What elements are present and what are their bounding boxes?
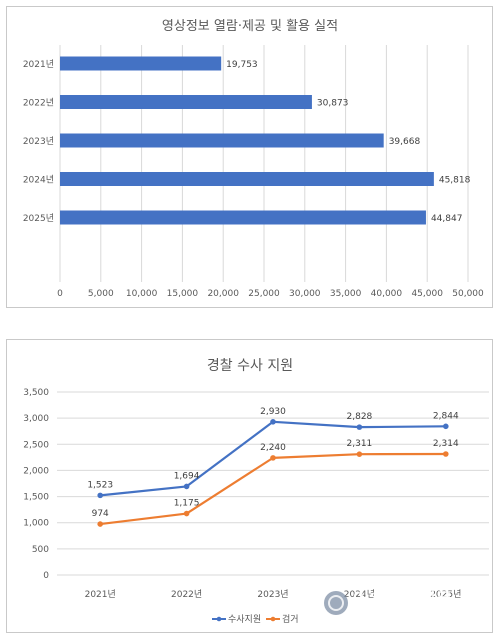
line-chart-title: 경찰 수사 지원 (207, 358, 293, 374)
point-value-label: 2,240 (260, 443, 286, 453)
point-value-label: 2,930 (260, 407, 286, 417)
point-value-label: 2,311 (347, 439, 373, 449)
watermark-subtext: Incheon Metropolitan Newspaper (353, 613, 470, 621)
point-value-label: 2,314 (433, 439, 459, 449)
x-tick-label: 5,000 (88, 289, 114, 299)
line-chart-panel: 경찰 수사 지원 0 500 1,000 1,500 2,000 2,500 3,000 3,… (6, 339, 493, 633)
y-category-label: 2021년 (23, 59, 54, 70)
x-tick-label: 30,000 (289, 289, 321, 299)
y-category-label: 2022년 (23, 98, 54, 109)
y-tick-label: 500 (32, 545, 49, 555)
series-point (97, 492, 103, 499)
y-tick-label: 3,000 (23, 414, 49, 424)
point-value-label: 2,844 (433, 411, 459, 421)
point-value-label: 2,828 (347, 412, 373, 422)
y-tick-label: 0 (43, 571, 49, 581)
point-value-label: 974 (92, 509, 109, 519)
series-point (356, 424, 363, 430)
legend-marker (216, 616, 222, 622)
watermark-text: 인천광역신문 (353, 590, 452, 611)
line-chart: 경찰 수사 지원 0 500 1,000 1,500 2,000 2,500 3,000 3,… (23, 358, 489, 625)
bar (60, 133, 384, 148)
x-category-label: 2025년 (430, 589, 461, 600)
legend-label: 수사지원 (228, 614, 261, 625)
series-point (183, 510, 190, 517)
series-point (270, 419, 276, 425)
series-point (443, 423, 449, 430)
bar-chart-title: 영상정보 열람·제공 및 활용 실적 (162, 19, 338, 34)
x-category-label: 2024년 (344, 589, 375, 600)
y-category-label: 2023년 (23, 136, 54, 147)
series-point (97, 521, 103, 527)
point-value-label: 1,694 (174, 471, 200, 481)
bar-chart-panel: 영상정보 열람·제공 및 활용 실적 0 5,000 10,000 15,000 20,… (6, 6, 493, 308)
y-tick-label: 2,500 (23, 440, 49, 450)
line-chart-legend: 수사지원 검거 (212, 613, 299, 625)
y-tick-label: 1,000 (23, 519, 49, 529)
bar-value-label: 19,753 (226, 60, 258, 70)
legend-marker (270, 616, 276, 622)
series-point (183, 483, 190, 490)
point-value-label: 1,175 (174, 499, 200, 509)
x-tick-label: 40,000 (371, 289, 403, 299)
x-category-label: 2021년 (85, 589, 116, 600)
x-tick-label: 15,000 (167, 289, 199, 299)
bar (60, 95, 312, 109)
x-tick-label: 0 (57, 289, 63, 299)
x-tick-label: 35,000 (330, 289, 362, 299)
x-category-label: 2023년 (257, 589, 288, 600)
x-tick-label: 10,000 (126, 289, 158, 299)
series-point (356, 451, 363, 457)
bar-value-label: 44,847 (431, 214, 463, 224)
bar-value-label: 39,668 (389, 137, 421, 147)
bar (60, 172, 434, 186)
x-tick-label: 50,000 (452, 289, 484, 299)
bar-chart: 영상정보 열람·제공 및 활용 실적 0 5,000 10,000 15,000 20,… (23, 19, 484, 299)
bar-value-label: 45,818 (439, 176, 471, 186)
x-tick-label: 45,000 (411, 289, 443, 299)
y-tick-label: 1,500 (23, 493, 49, 503)
series-point (443, 451, 449, 457)
y-category-label: 2025년 (23, 213, 54, 224)
point-value-label: 1,523 (87, 480, 113, 490)
x-tick-label: 20,000 (207, 289, 239, 299)
x-tick-label: 25,000 (248, 289, 280, 299)
watermark: 인천광역신문 Incheon Metropolitan Newspaper (324, 590, 470, 621)
y-tick-label: 3,500 (23, 388, 49, 398)
series-point (270, 455, 276, 461)
bar (60, 210, 426, 225)
circle-logo-icon (324, 591, 348, 615)
x-category-label: 2022년 (171, 589, 202, 600)
y-category-label: 2024년 (23, 175, 54, 186)
bar-value-label: 30,873 (317, 99, 349, 109)
y-tick-label: 2,000 (23, 466, 49, 476)
legend-label: 검거 (282, 613, 299, 625)
bar (60, 56, 222, 71)
